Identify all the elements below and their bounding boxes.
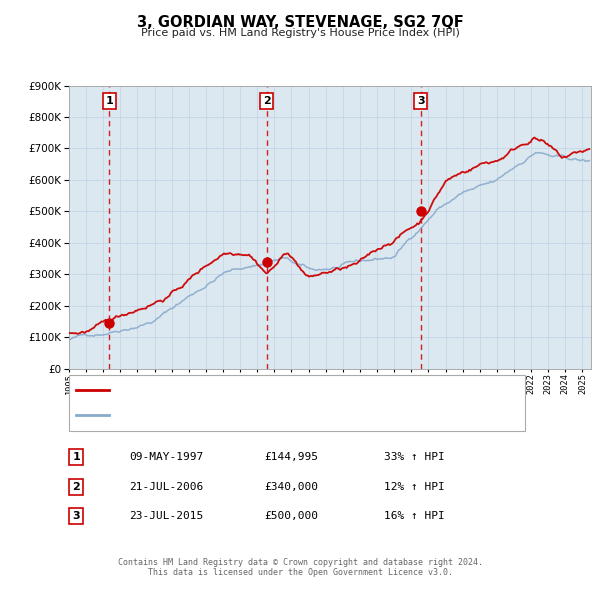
Text: 3: 3 bbox=[417, 96, 425, 106]
Text: 3, GORDIAN WAY, STEVENAGE, SG2 7QF (detached house): 3, GORDIAN WAY, STEVENAGE, SG2 7QF (deta… bbox=[115, 385, 419, 395]
Text: Price paid vs. HM Land Registry's House Price Index (HPI): Price paid vs. HM Land Registry's House … bbox=[140, 28, 460, 38]
Text: 3, GORDIAN WAY, STEVENAGE, SG2 7QF: 3, GORDIAN WAY, STEVENAGE, SG2 7QF bbox=[137, 15, 463, 30]
Text: £144,995: £144,995 bbox=[264, 453, 318, 462]
Text: 1: 1 bbox=[73, 453, 80, 462]
Text: 21-JUL-2006: 21-JUL-2006 bbox=[129, 482, 203, 491]
Text: 2: 2 bbox=[73, 482, 80, 491]
Text: 2: 2 bbox=[263, 96, 271, 106]
Text: 16% ↑ HPI: 16% ↑ HPI bbox=[384, 512, 445, 521]
Text: 23-JUL-2015: 23-JUL-2015 bbox=[129, 512, 203, 521]
Text: 12% ↑ HPI: 12% ↑ HPI bbox=[384, 482, 445, 491]
Text: £340,000: £340,000 bbox=[264, 482, 318, 491]
Text: 33% ↑ HPI: 33% ↑ HPI bbox=[384, 453, 445, 462]
Text: £500,000: £500,000 bbox=[264, 512, 318, 521]
Text: Contains HM Land Registry data © Crown copyright and database right 2024.
This d: Contains HM Land Registry data © Crown c… bbox=[118, 558, 482, 577]
Text: HPI: Average price, detached house, Stevenage: HPI: Average price, detached house, Stev… bbox=[115, 410, 364, 420]
Text: 1: 1 bbox=[106, 96, 113, 106]
Text: 09-MAY-1997: 09-MAY-1997 bbox=[129, 453, 203, 462]
Text: 3: 3 bbox=[73, 512, 80, 521]
